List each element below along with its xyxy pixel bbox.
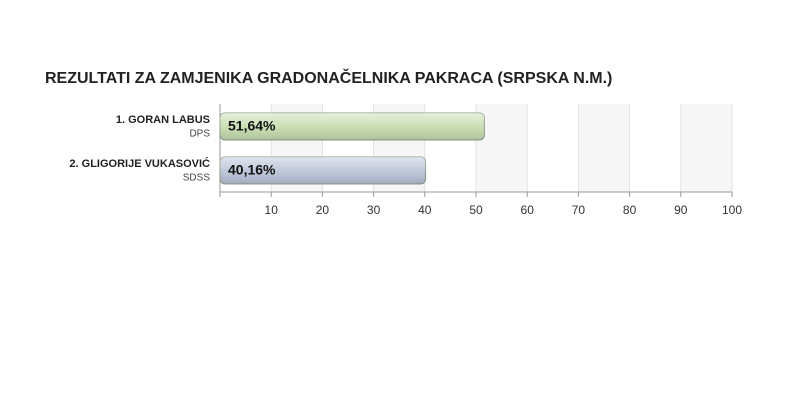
party-label: DPS: [189, 129, 210, 140]
value-label: 51,64%: [228, 118, 276, 134]
party-label: SDSS: [183, 173, 211, 184]
grid-band: [680, 104, 732, 192]
x-tick-label: 10: [265, 203, 279, 217]
bar-shine: [220, 157, 426, 184]
x-tick-label: 40: [418, 203, 432, 217]
x-tick-label: 50: [469, 203, 483, 217]
value-label: 40,16%: [228, 162, 276, 178]
x-tick-label: 80: [623, 203, 637, 217]
bar-shine: [220, 113, 485, 140]
x-tick-label: 70: [572, 203, 586, 217]
x-tick-label: 100: [722, 203, 742, 217]
x-tick-label: 90: [674, 203, 688, 217]
x-tick-label: 20: [316, 203, 330, 217]
x-tick-label: 30: [367, 203, 381, 217]
grid-band: [578, 104, 630, 192]
x-tick-label: 60: [521, 203, 535, 217]
category-label: 2. GLIGORIJE VUKASOVIĆ: [69, 157, 210, 170]
chart-title: REZULTATI ZA ZAMJENIKA GRADONAČELNIKA PA…: [45, 68, 612, 87]
category-label: 1. GORAN LABUS: [116, 114, 210, 126]
